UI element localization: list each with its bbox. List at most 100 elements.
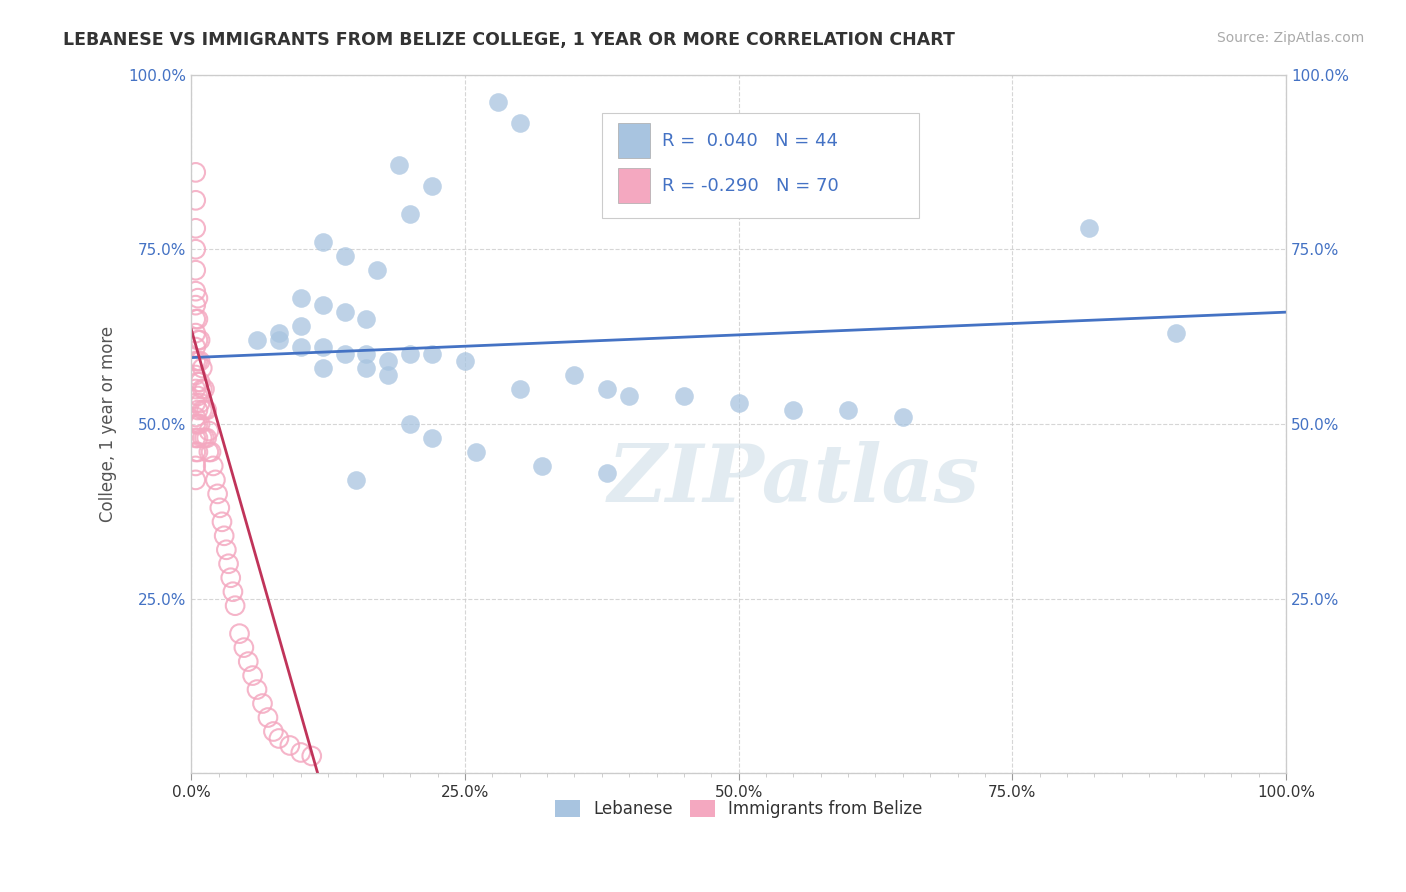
Point (184, 473, 207, 487)
Point (267, 731, 290, 746)
Point (1077, 221, 1099, 235)
Point (891, 409, 914, 424)
Point (193, 403, 215, 417)
Point (184, 298, 207, 312)
Point (187, 389, 209, 403)
Point (377, 354, 399, 368)
Point (672, 389, 695, 403)
Point (187, 354, 209, 368)
Point (290, 319, 312, 334)
Point (218, 557, 240, 571)
Point (193, 431, 215, 445)
Point (184, 326, 207, 340)
Point (187, 333, 209, 347)
Point (202, 458, 225, 473)
Point (191, 361, 214, 376)
Point (191, 431, 214, 445)
Point (187, 417, 209, 431)
Point (204, 473, 226, 487)
Point (486, 95, 509, 110)
Point (246, 682, 269, 697)
Point (596, 466, 619, 480)
Point (184, 368, 207, 382)
Text: R = -0.290   N = 70: R = -0.290 N = 70 (662, 177, 839, 194)
Point (290, 746, 312, 760)
Point (356, 347, 378, 361)
Point (509, 382, 531, 396)
Point (290, 340, 312, 354)
Point (184, 382, 207, 396)
FancyBboxPatch shape (619, 169, 650, 202)
Point (211, 515, 233, 529)
Point (184, 409, 207, 424)
Point (187, 291, 209, 305)
Point (208, 500, 231, 515)
Point (191, 403, 214, 417)
Point (312, 298, 335, 312)
Text: LEBANESE VS IMMIGRANTS FROM BELIZE COLLEGE, 1 YEAR OR MORE CORRELATION CHART: LEBANESE VS IMMIGRANTS FROM BELIZE COLLE… (63, 31, 955, 49)
Point (530, 458, 553, 473)
Point (195, 403, 218, 417)
Point (290, 291, 312, 305)
Point (238, 655, 260, 669)
Point (184, 242, 207, 256)
Point (454, 354, 477, 368)
Point (267, 333, 290, 347)
Point (252, 697, 274, 711)
Point (228, 626, 250, 640)
Point (184, 445, 207, 459)
Point (356, 361, 378, 376)
Point (198, 424, 221, 438)
Point (333, 249, 356, 263)
Point (219, 571, 242, 585)
Text: ZIPatlas: ZIPatlas (607, 442, 980, 518)
Point (399, 347, 422, 361)
Point (232, 640, 254, 655)
Point (399, 207, 422, 221)
Point (312, 340, 335, 354)
Text: Source: ZipAtlas.com: Source: ZipAtlas.com (1216, 31, 1364, 45)
Point (1166, 326, 1188, 340)
Point (366, 263, 388, 277)
Point (465, 445, 488, 459)
Point (222, 584, 245, 599)
Point (388, 158, 411, 172)
Point (224, 599, 246, 613)
Point (184, 165, 207, 179)
Point (195, 431, 218, 445)
Point (727, 396, 749, 410)
Point (188, 354, 211, 368)
Point (262, 724, 284, 739)
Point (188, 333, 211, 347)
Y-axis label: College, 1 year or more: College, 1 year or more (100, 326, 117, 522)
Point (184, 458, 207, 473)
Text: R =  0.040   N = 44: R = 0.040 N = 44 (662, 132, 838, 150)
Point (399, 417, 422, 431)
Point (377, 368, 399, 382)
Point (184, 263, 207, 277)
Point (188, 375, 211, 389)
Point (207, 487, 229, 501)
Point (301, 748, 323, 763)
Point (200, 445, 222, 459)
Point (509, 116, 531, 130)
Point (312, 361, 335, 376)
Point (420, 347, 443, 361)
Point (267, 326, 290, 340)
Point (596, 382, 619, 396)
Point (184, 417, 207, 431)
Point (184, 354, 207, 368)
Point (837, 403, 859, 417)
Point (782, 403, 804, 417)
Legend: Lebanese, Immigrants from Belize: Lebanese, Immigrants from Belize (548, 793, 929, 824)
Point (191, 382, 214, 396)
Point (564, 368, 586, 382)
Point (617, 389, 640, 403)
Point (212, 529, 235, 543)
Point (246, 333, 269, 347)
Point (184, 396, 207, 410)
FancyBboxPatch shape (602, 113, 920, 218)
Point (333, 347, 356, 361)
Point (257, 710, 280, 724)
FancyBboxPatch shape (619, 123, 650, 158)
